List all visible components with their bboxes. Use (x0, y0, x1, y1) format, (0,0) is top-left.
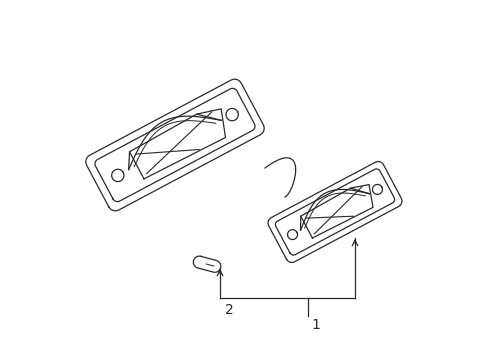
Text: 2: 2 (224, 303, 233, 317)
Text: 1: 1 (311, 318, 320, 332)
